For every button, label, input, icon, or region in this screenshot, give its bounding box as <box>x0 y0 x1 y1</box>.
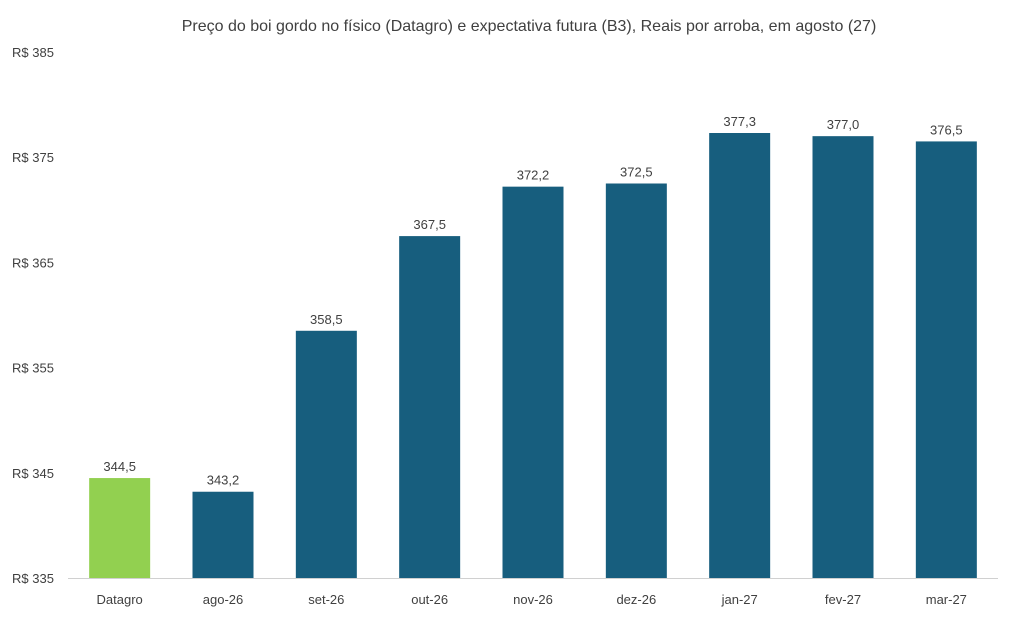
bar <box>295 330 357 578</box>
bars <box>89 133 977 579</box>
y-tick-label: R$ 345 <box>12 466 54 481</box>
data-label: 344,5 <box>103 459 136 474</box>
y-tick-label: R$ 355 <box>12 361 54 376</box>
bar <box>502 186 564 578</box>
data-label: 343,2 <box>207 473 240 488</box>
x-tick-label: out-26 <box>411 592 448 607</box>
data-label: 358,5 <box>310 312 343 327</box>
chart-title: Preço do boi gordo no físico (Datagro) e… <box>182 18 877 35</box>
data-label: 377,3 <box>723 114 756 129</box>
data-label: 372,5 <box>620 165 653 180</box>
data-labels: 344,5 343,2 358,5 367,5 372,2 372,5 377,3 377,0… <box>103 114 962 488</box>
y-tick-label: R$ 365 <box>12 255 54 270</box>
bar <box>192 491 254 578</box>
x-tick-label: ago-26 <box>203 592 243 607</box>
x-tick-label: dez-26 <box>616 592 656 607</box>
x-tick-label: set-26 <box>308 592 344 607</box>
bar <box>605 183 667 578</box>
x-tick-label: Datagro <box>97 592 143 607</box>
x-tick-label: fev-27 <box>825 592 861 607</box>
data-label: 376,5 <box>930 122 963 137</box>
y-axis-ticks: R$ 335 R$ 345 R$ 355 R$ 365 R$ 375 R$ 385 <box>12 45 54 586</box>
data-label: 372,2 <box>517 168 550 183</box>
data-label: 367,5 <box>413 217 446 232</box>
y-tick-label: R$ 375 <box>12 150 54 165</box>
bar <box>399 236 461 578</box>
bar <box>89 478 151 578</box>
data-label: 377,0 <box>827 117 860 132</box>
y-tick-label: R$ 385 <box>12 45 54 60</box>
y-tick-label: R$ 335 <box>12 571 54 586</box>
x-tick-label: nov-26 <box>513 592 553 607</box>
bar <box>709 133 771 578</box>
bar <box>812 136 874 578</box>
bar <box>915 141 977 579</box>
x-tick-label: jan-27 <box>721 592 758 607</box>
x-axis-ticks: Datagro ago-26 set-26 out-26 nov-26 dez-26 jan… <box>97 592 967 607</box>
x-tick-label: mar-27 <box>926 592 967 607</box>
